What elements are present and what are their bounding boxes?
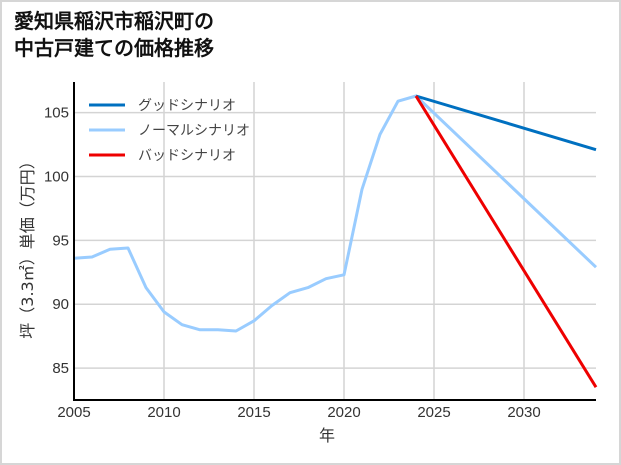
y-tick-label: 90 [52, 296, 69, 313]
x-axis-label: 年 [319, 426, 335, 445]
series-line [414, 95, 598, 388]
x-tick-label: 2030 [507, 404, 540, 421]
legend-label: バッドシナリオ [138, 148, 236, 164]
x-tick-label: 2010 [147, 404, 180, 421]
y-tick-label: 95 [52, 232, 69, 249]
chart-title-line2: 中古戸建ての価格推移 [14, 36, 214, 60]
series-line [73, 94, 598, 333]
x-tick-label: 2025 [417, 404, 450, 421]
x-tick-label: 2015 [237, 404, 270, 421]
chart-title-line1: 愛知県稲沢市稲沢町の [14, 9, 214, 33]
series-line [415, 94, 597, 152]
y-tick-label: 105 [44, 105, 69, 122]
chart-title: 愛知県稲沢市稲沢町の 中古戸建ての価格推移 [14, 8, 214, 62]
series-lines [73, 94, 598, 388]
legend-label: ノーマルシナリオ [138, 123, 250, 139]
x-tick-label: 2020 [327, 404, 360, 421]
x-tick-label: 2005 [57, 404, 90, 421]
y-tick-label: 100 [44, 169, 69, 186]
y-tick-label: 85 [52, 360, 69, 377]
y-axis-label: 坪（3.3㎡）単価（万円） [18, 153, 37, 338]
tick-labels: 2005 2010 2015 2020 2025 2030 85 90 95 100 105 [44, 105, 541, 421]
axes [73, 82, 596, 401]
legend-label: グッドシナリオ [138, 98, 236, 114]
